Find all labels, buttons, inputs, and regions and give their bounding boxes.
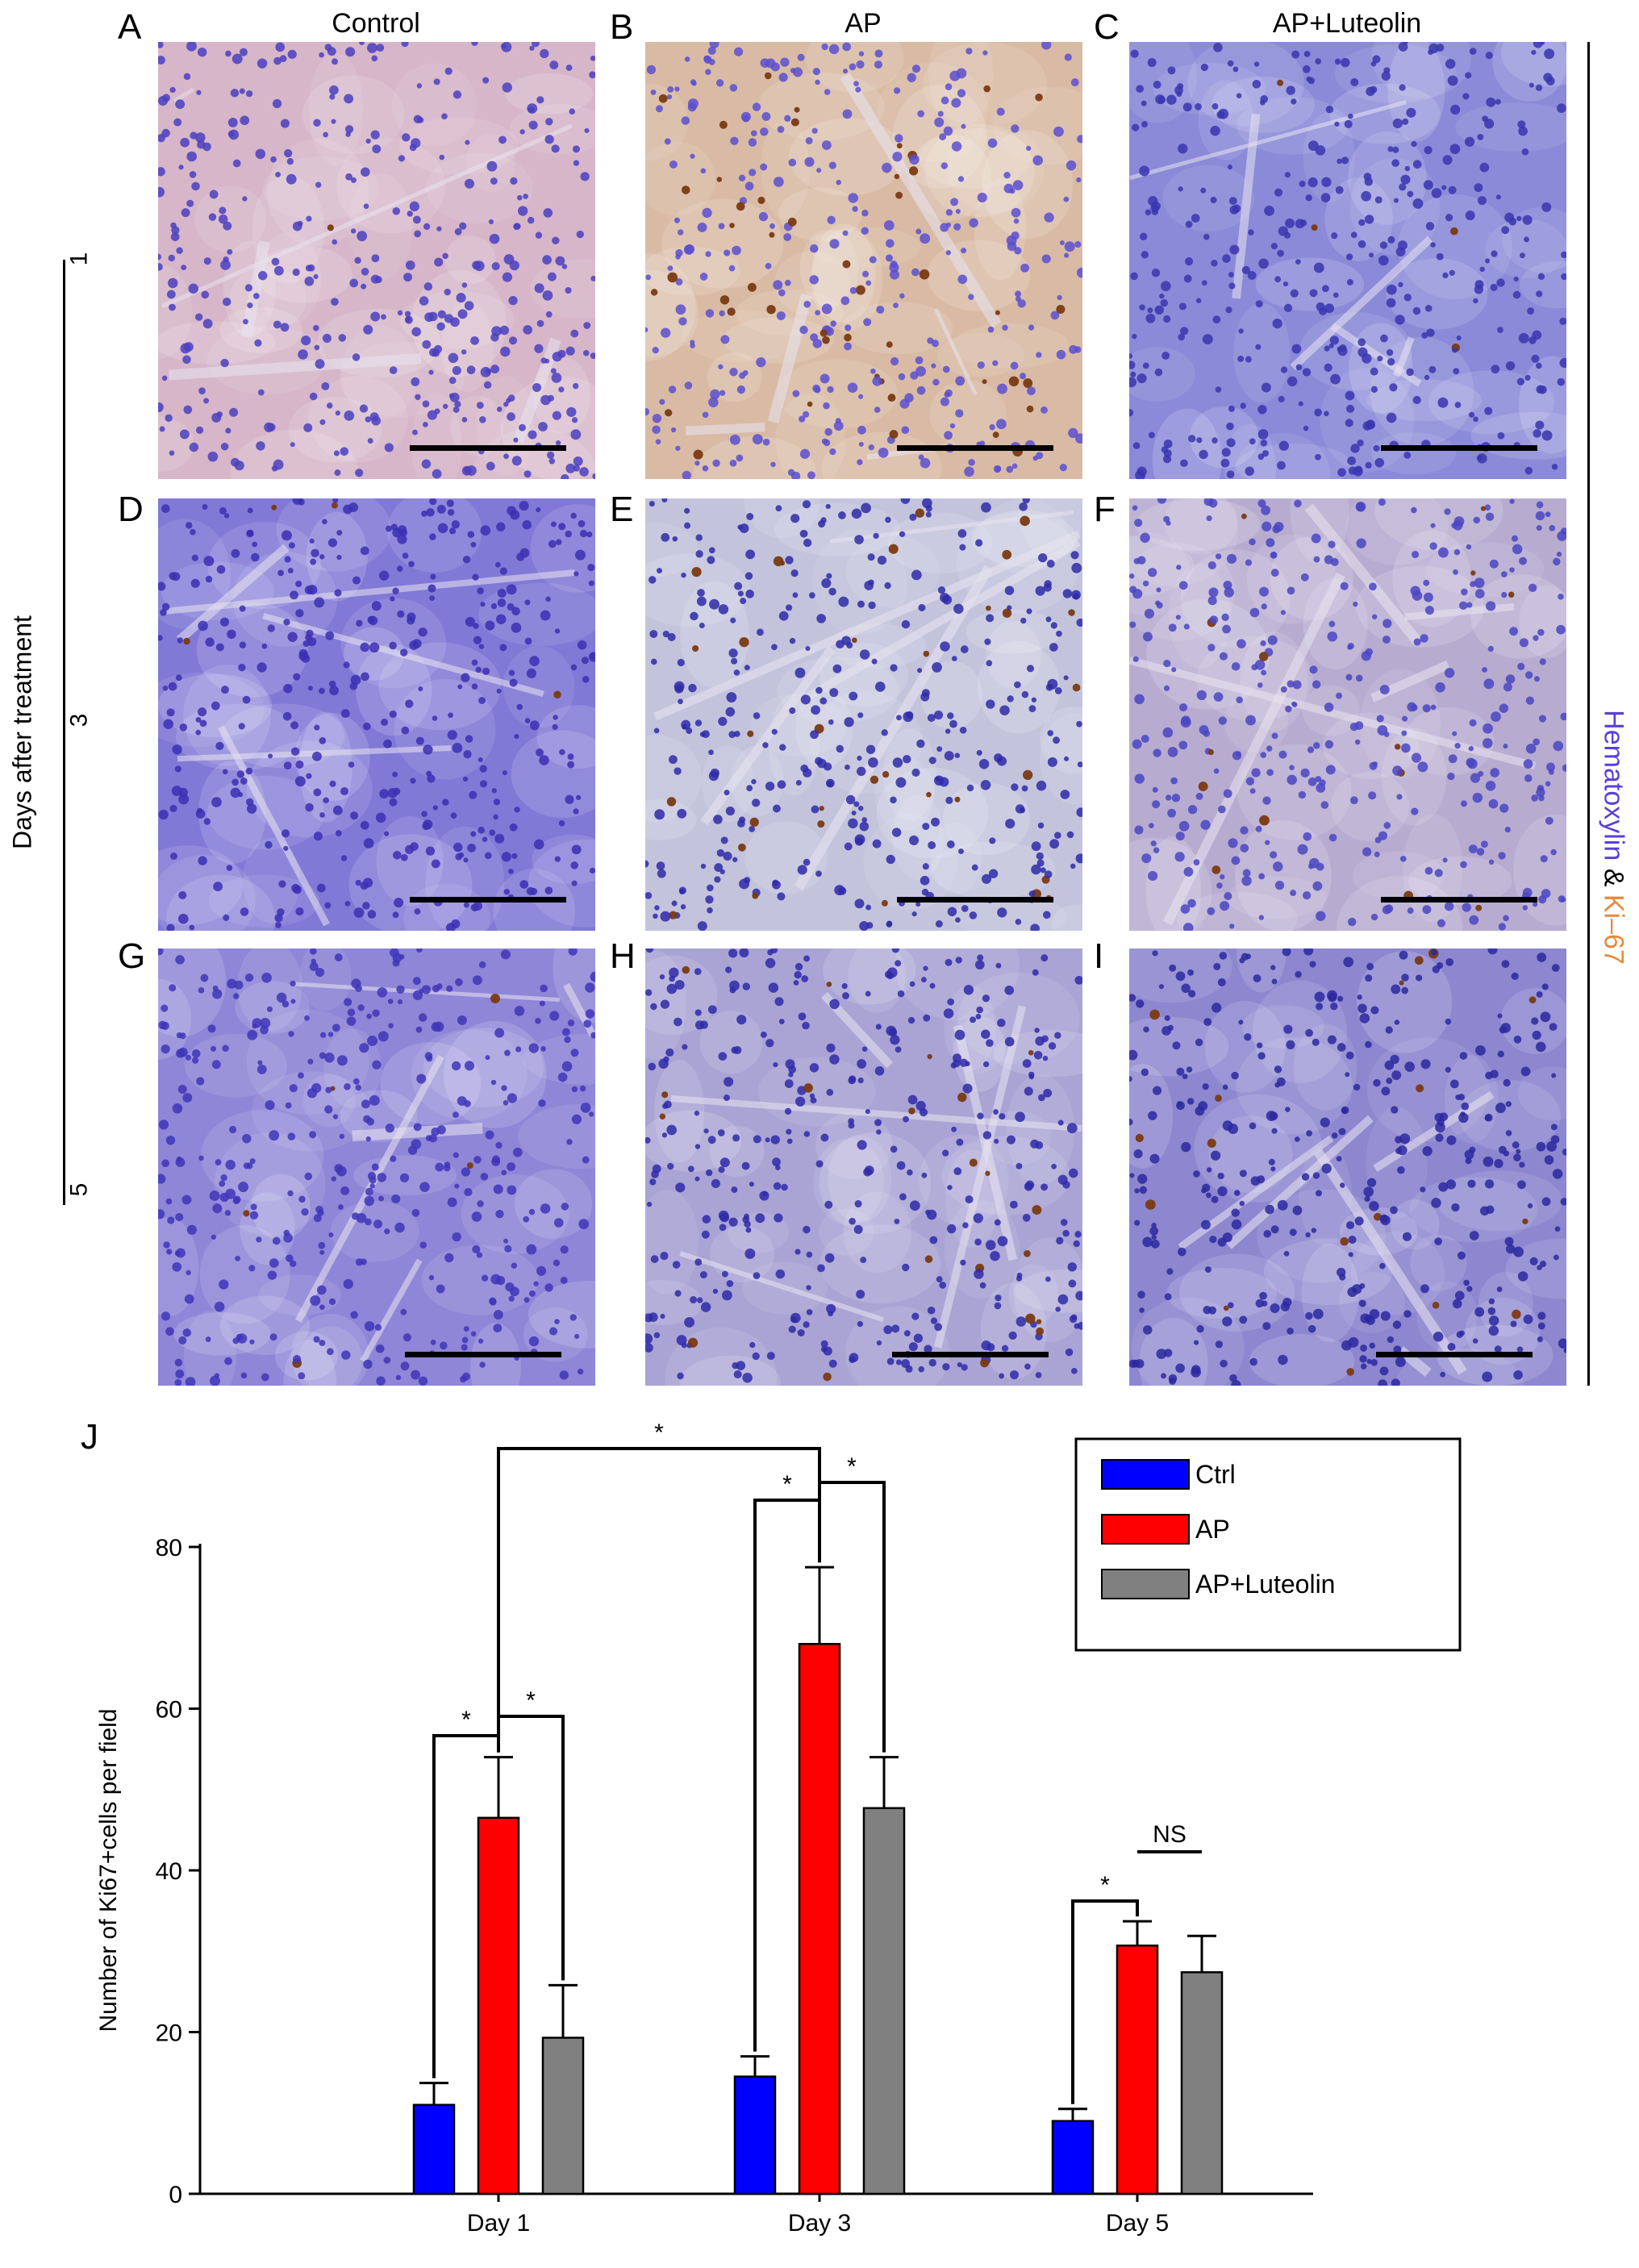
bar-ap-luteolin-2 [1180, 1971, 1224, 2195]
bar-ctrl-0 [412, 2103, 456, 2195]
x-tick-label-1: Day 3 [788, 2210, 851, 2237]
day-tick-3: 3 [65, 713, 93, 728]
micrograph-c [1129, 42, 1566, 479]
panel-label-b: B [610, 7, 634, 47]
sig-day3-ctrl-ap-label: * [782, 1471, 792, 1498]
bar-ap-2 [1116, 1944, 1159, 2195]
scale-bar-e [897, 897, 1053, 903]
micrograph-g [158, 948, 595, 1386]
day-tick-5: 5 [65, 1182, 93, 1197]
legend-swatch-2 [1101, 1569, 1190, 1599]
sig-day5-ctrl-ap [1071, 1899, 1139, 2104]
sig-day5-ctrl-ap-label: * [1100, 1872, 1110, 1899]
legend-label-2: AP+Luteolin [1195, 1570, 1335, 1599]
day-tick-1: 1 [65, 252, 93, 266]
chart-j: 0 20 40 60 80 Number of Ki67+cells per field D… [95, 1420, 1462, 2237]
stain-ki67: Ki–67 [1598, 894, 1629, 965]
panel-label-j: J [81, 1417, 98, 1457]
panel-label-g: G [118, 936, 146, 976]
sig-day1-day3-ap-label: * [654, 1420, 664, 1446]
col-title-ap: AP [845, 8, 882, 39]
scale-bar-c [1381, 445, 1537, 451]
bar-ap-1 [798, 1643, 841, 2195]
micrograph-a [158, 42, 595, 479]
x-tick-label-0: Day 1 [467, 2210, 530, 2237]
panel-label-e: E [610, 490, 634, 529]
scale-bar-g [405, 1352, 561, 1357]
scale-bar-d [410, 897, 566, 903]
col-title-ap-luteolin: AP+Luteolin [1272, 8, 1422, 39]
sig-day3-ap-lut-label: * [847, 1453, 857, 1480]
stain-legend-line [1587, 42, 1590, 1386]
y-tick-label-20: 20 [156, 2020, 182, 2047]
bar-ap-0 [477, 1816, 520, 2195]
panel-label-a: A [118, 7, 142, 47]
bar-ap-luteolin-0 [541, 2037, 585, 2195]
x-tick-label-2: Day 5 [1106, 2210, 1169, 2237]
scale-bar-h [892, 1352, 1049, 1357]
bar-ctrl-2 [1051, 2120, 1095, 2195]
y-axis-label: Number of Ki67+cells per field [95, 1708, 122, 2032]
sig-day1-ap-lut-label: * [526, 1687, 536, 1714]
stain-hematoxylin: Hematoxylin [1598, 710, 1629, 861]
stain-amp: & [1598, 868, 1629, 887]
panel-label-c: C [1094, 7, 1120, 47]
micrograph-e [645, 498, 1082, 931]
micrograph-f [1129, 498, 1566, 931]
panel-label-i: I [1094, 936, 1104, 976]
scale-bar-i [1376, 1352, 1533, 1357]
days-axis-label: Days after treatment [7, 615, 37, 849]
sig-day1-ctrl-ap-label: * [461, 1707, 471, 1733]
stain-legend: Hematoxylin & Ki–67 [1598, 710, 1629, 965]
micrograph-i [1129, 948, 1566, 1386]
micrograph-d [158, 498, 595, 931]
sig-day1-day3-ap [497, 1447, 821, 1753]
sig-day5-ns-label: NS [1153, 1821, 1187, 1848]
y-tick-label-40: 40 [156, 1858, 182, 1885]
panel-label-f: F [1094, 490, 1116, 529]
scale-bar-f [1381, 897, 1537, 903]
micrograph-h [645, 948, 1082, 1386]
legend-swatch-0 [1101, 1459, 1190, 1490]
legend-label-0: Ctrl [1195, 1460, 1236, 1489]
scale-bar-a [410, 445, 566, 451]
legend-label-1: AP [1195, 1515, 1230, 1544]
y-tick-label-80: 80 [156, 1535, 182, 1561]
chart-legend: Ctrl AP AP+Luteolin [1074, 1437, 1462, 1652]
bar-ctrl-1 [733, 2075, 777, 2195]
panel-label-d: D [118, 490, 144, 529]
panel-label-h: H [610, 936, 636, 976]
days-axis-line [63, 260, 65, 1205]
bar-ap-luteolin-1 [862, 1807, 906, 2195]
micrograph-b [645, 42, 1082, 479]
legend-swatch-1 [1101, 1514, 1190, 1545]
scale-bar-b [897, 445, 1053, 451]
y-tick-label-60: 60 [156, 1697, 182, 1724]
col-title-control: Control [332, 8, 420, 39]
y-tick-label-0: 0 [169, 2182, 182, 2208]
